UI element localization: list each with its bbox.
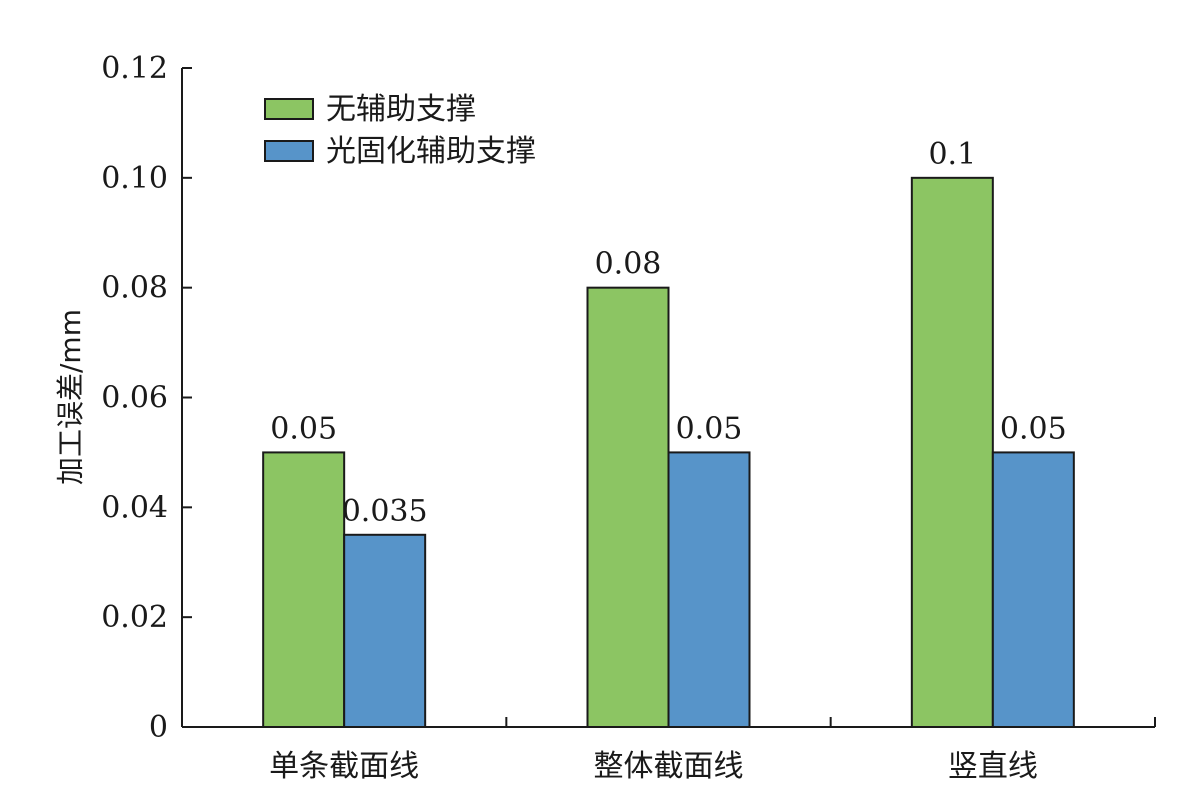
value-label: 0.035 — [342, 494, 428, 529]
y-tick-label: 0.06 — [101, 381, 168, 416]
legend-swatch — [264, 98, 314, 120]
bars — [262, 176, 1075, 729]
value-label: 0.05 — [676, 411, 743, 446]
legend-swatch — [264, 140, 314, 162]
x-category-label: 整体截面线 — [594, 749, 744, 784]
value-label: 0.08 — [595, 247, 662, 282]
y-tick-label: 0.04 — [101, 490, 168, 525]
y-tick-label: 0 — [149, 710, 168, 745]
x-axis-ticks: 单条截面线 整体截面线 竖直线 — [269, 717, 1156, 784]
bar — [910, 176, 994, 729]
x-category-label: 竖直线 — [948, 749, 1038, 784]
x-category-label: 单条截面线 — [269, 749, 419, 784]
y-axis-label: 加工误差/mm — [54, 309, 87, 485]
bar — [991, 451, 1075, 728]
legend-label: 光固化辅助支撑 — [326, 134, 536, 169]
bar — [667, 451, 751, 728]
bar — [586, 286, 670, 728]
y-tick-label: 0.02 — [101, 600, 168, 635]
bar — [262, 451, 346, 728]
value-label: 0.1 — [928, 137, 976, 172]
y-axis-label-group: 加工误差/mm — [54, 309, 87, 485]
y-tick-label: 0.10 — [101, 161, 168, 196]
bar — [343, 533, 427, 729]
y-tick-label: 0.08 — [101, 271, 168, 306]
value-label: 0.05 — [1000, 411, 1067, 446]
value-label: 0.05 — [270, 411, 337, 446]
value-labels: 0.05 0.035 0.08 0.05 0.1 0.05 — [270, 137, 1066, 529]
y-axis-ticks: 0 0.02 0.04 0.06 0.08 0.10 0.12 — [101, 51, 192, 745]
y-tick-label: 0.12 — [101, 51, 168, 86]
legend-label: 无辅助支撑 — [326, 92, 476, 127]
